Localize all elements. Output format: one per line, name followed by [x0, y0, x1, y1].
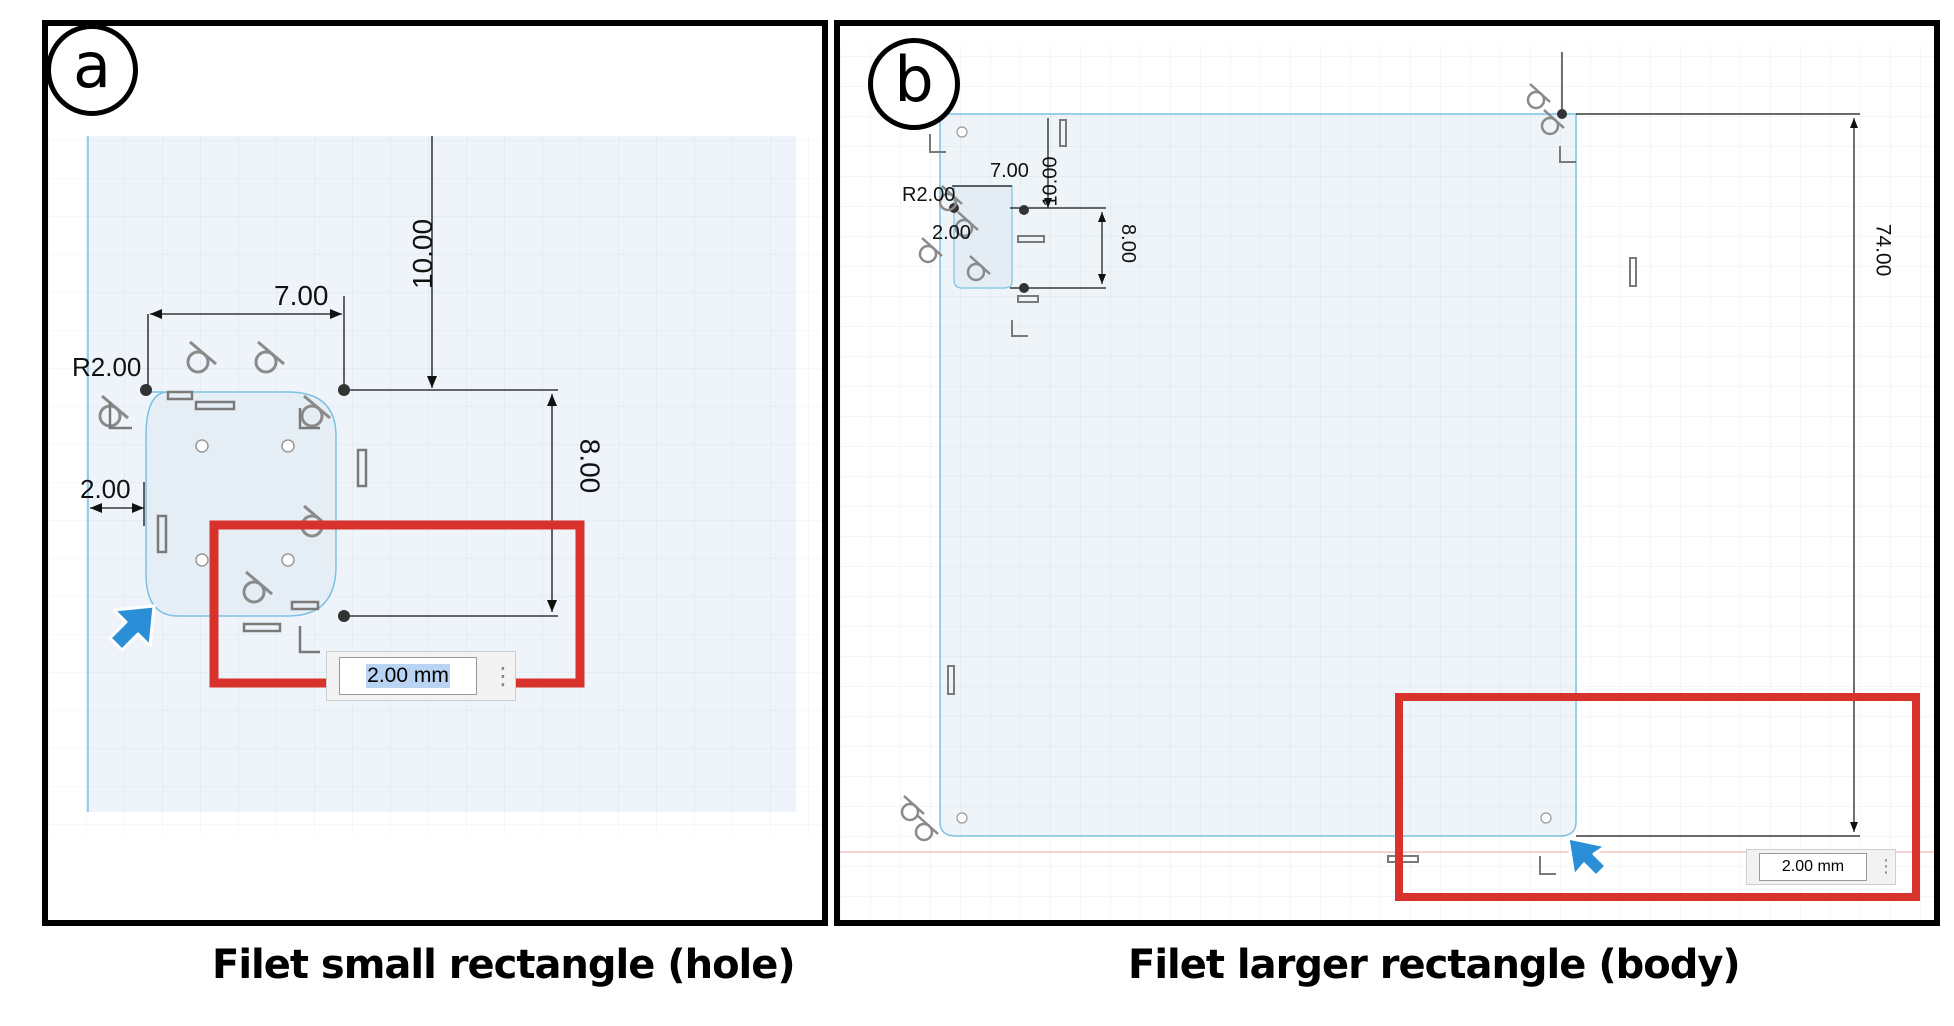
fillet-constraint-icon	[900, 795, 925, 822]
sketch-points[interactable]	[140, 384, 350, 622]
panel-label: a	[48, 26, 138, 116]
fillet-constraint-icon	[242, 570, 273, 604]
dim-label-top-offset[interactable]: 10.00	[407, 218, 439, 290]
more-options-icon[interactable]: ⋮	[1877, 856, 1895, 877]
fillet-radius-value: 2.00 mm	[1781, 858, 1845, 875]
dim-label-left-offset[interactable]: 2.00	[80, 474, 131, 504]
dim-label-body-height[interactable]: 74.00	[1871, 223, 1895, 277]
sketch-points[interactable]	[949, 109, 1567, 824]
fillet-constraint-icons[interactable]	[900, 83, 1565, 842]
cursor-arrow-icon	[108, 604, 156, 652]
panel-b-canvas	[840, 46, 1934, 920]
fillet-constraint-icon	[954, 211, 979, 238]
coincident-constraint-icon	[929, 134, 1576, 875]
cursor-arrow-icon	[1566, 836, 1608, 878]
dim-label-height[interactable]: 8.00	[574, 438, 606, 494]
fillet-input-panel: 2.00 mm ⋮	[1746, 849, 1896, 885]
fillet-constraint-icon	[918, 237, 943, 264]
dim-label-left-offset[interactable]: 2.00	[932, 222, 971, 244]
body-rectangle[interactable]	[939, 113, 1577, 837]
dim-label-radius[interactable]: R2.00	[72, 352, 142, 382]
more-options-icon[interactable]: ⋮	[491, 662, 515, 690]
fillet-constraint-icon	[186, 340, 217, 374]
caption-a: Filet small rectangle (hole)	[212, 942, 796, 988]
fillet-radius-value: 2.00 mm	[366, 664, 450, 688]
vertical-constraint-icon	[156, 514, 168, 554]
vertical-constraint-icon	[356, 448, 368, 488]
vertical-constraint-icon	[947, 665, 955, 695]
fillet-constraint-icons[interactable]	[98, 340, 331, 604]
fillet-constraint-icon	[938, 185, 963, 212]
fillet-constraint-icon	[1540, 109, 1565, 136]
horizontal-constraint-icon	[166, 390, 236, 411]
dim-label-width[interactable]: 7.00	[274, 280, 329, 311]
fillet-constraint-icon	[914, 815, 939, 842]
panel-label: b	[868, 38, 960, 130]
dim-label-height[interactable]: 8.00	[1116, 224, 1139, 263]
hole-rectangle[interactable]	[953, 185, 1013, 289]
highlight-box	[1395, 693, 1920, 901]
fillet-radius-input[interactable]: 2.00 mm	[1759, 853, 1867, 881]
panel-b: b R2.00 7.00 10.00 2.00 8.00 74.00 2.00 …	[834, 20, 1940, 926]
fillet-constraint-icon	[254, 340, 285, 374]
coincident-constraint-icon	[108, 402, 320, 654]
panel-a: a 10.00 7.00 R2.00 2.00 8.00 2.00 mm ⋮	[42, 20, 828, 926]
vertical-constraint-icon	[1629, 257, 1637, 287]
horizontal-constraint-icon	[1017, 235, 1045, 303]
caption-b: Filet larger rectangle (body)	[1128, 942, 1741, 988]
fillet-constraint-icon	[300, 394, 331, 428]
vertical-constraint-icon	[1059, 119, 1067, 147]
dim-label-top-offset[interactable]: 10.00	[1039, 156, 1062, 207]
horizontal-constraint-icon	[242, 600, 320, 633]
line-constraint-icons[interactable]	[929, 119, 1637, 875]
fillet-constraint-icon	[966, 255, 991, 282]
fillet-constraint-icon	[1526, 83, 1551, 110]
fillet-input-panel: 2.00 mm ⋮	[326, 651, 516, 701]
dim-label-width[interactable]: 7.00	[990, 160, 1029, 182]
fillet-radius-input[interactable]: 2.00 mm	[339, 657, 477, 695]
line-constraint-icons[interactable]	[108, 390, 368, 654]
panel-a-canvas	[48, 136, 822, 836]
dim-label-radius[interactable]: R2.00	[902, 184, 956, 206]
